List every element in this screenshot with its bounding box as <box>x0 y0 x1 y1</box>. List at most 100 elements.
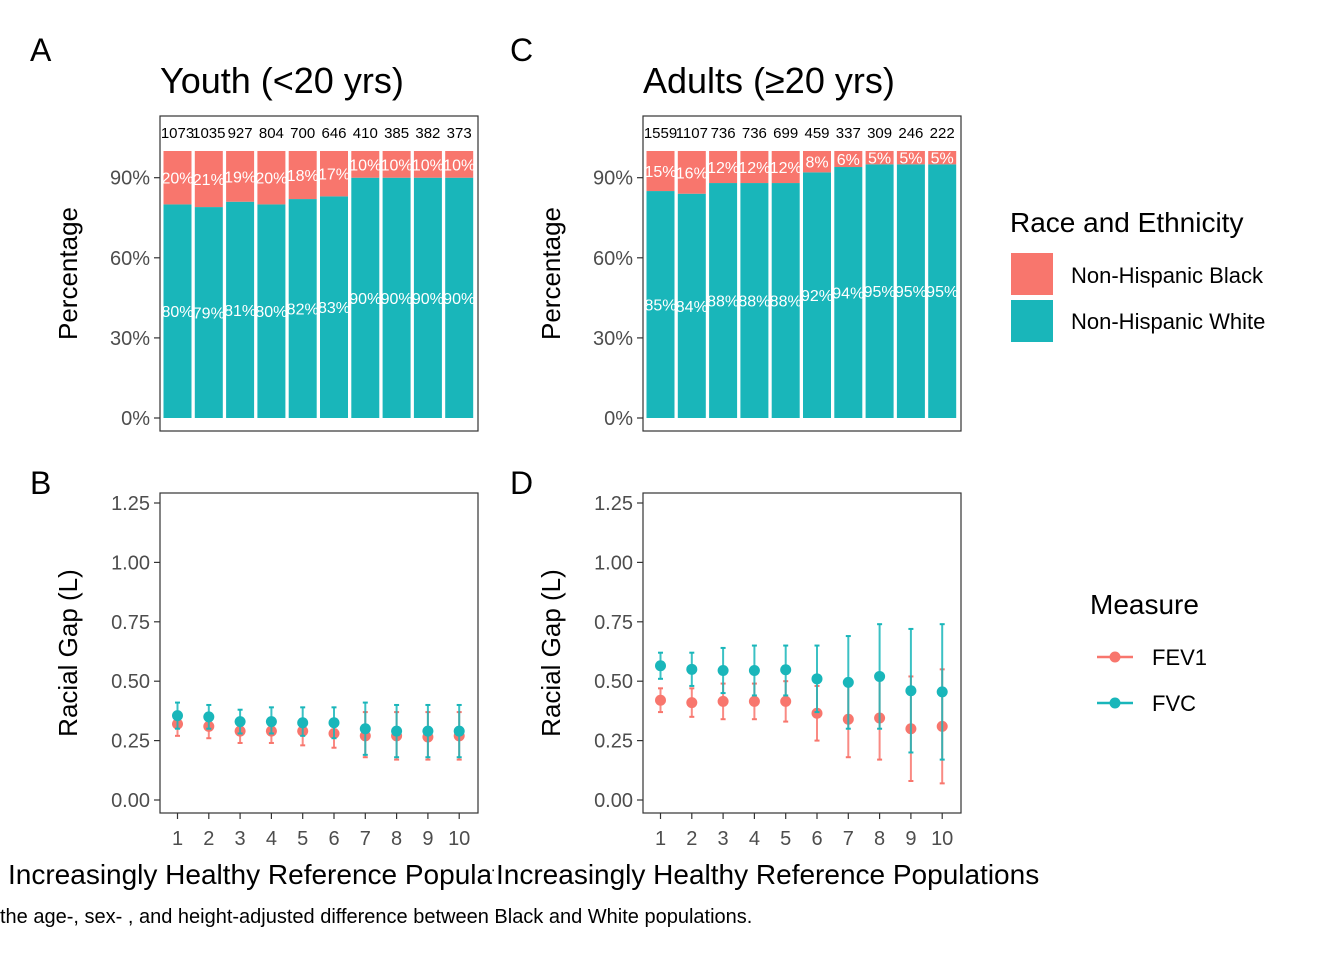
panel-c-bar-count: 1107 <box>676 125 708 142</box>
panel-d-point-fvc <box>780 664 792 676</box>
panel-c-adult-composition: Adults (≥20 yrs) 0% 30% 60% 90% Percentage 85%… <box>536 60 962 432</box>
panel-c-bar-black-label: 12% <box>770 160 802 177</box>
panel-a-bar-count: 700 <box>290 125 315 142</box>
panel-d-y-axis-label: Racial Gap (L) <box>536 569 566 737</box>
panel-b-point-fvc <box>391 725 403 737</box>
legend-race-swatch-black <box>1011 253 1053 295</box>
panel-a-bar-white <box>351 177 380 418</box>
panel-a-bar-black-label: 10% <box>381 157 413 174</box>
panel-d-x-tick-label: 9 <box>905 828 916 850</box>
legend-race: Race and Ethnicity Non-Hispanic Black No… <box>1010 207 1265 342</box>
panel-b-x-tick-label: 9 <box>422 828 433 850</box>
panel-c-bar-black-label: 6% <box>837 152 860 169</box>
panel-d-point-fvc <box>655 660 666 672</box>
panel-c-y-tick-label: 0% <box>604 408 633 430</box>
panel-c-bar-white <box>865 164 894 418</box>
legend-measure: Measure FEV1 FVC <box>1090 589 1207 716</box>
legend-measure-label-fvc: FVC <box>1152 691 1196 716</box>
panel-d-x-tick-label: 7 <box>843 828 854 850</box>
panel-a-bar-white <box>226 201 255 418</box>
panel-d-point-fvc <box>874 670 886 682</box>
panel-c-bar-black <box>928 151 957 165</box>
panel-c-bar-black <box>709 151 738 184</box>
panel-d-adult-racial-gap: 0.00 0.25 0.50 0.75 1.00 1.25 1 2 3 4 5 6 7 8 9 10 Racia… <box>494 492 1042 890</box>
legend-race-label-black: Non-Hispanic Black <box>1071 263 1264 288</box>
panel-a-bar-count: 927 <box>228 125 253 142</box>
panel-a-bar-black <box>413 151 442 178</box>
panel-b-x-tick-label: 7 <box>360 828 371 850</box>
panel-a-bar-black <box>194 151 223 208</box>
panel-c-bar-count: 459 <box>804 125 829 142</box>
panel-d-y-tick-label: 1.00 <box>594 552 633 574</box>
panel-d-x-tick-label: 1 <box>655 828 666 850</box>
panel-b-x-tick-label: 1 <box>172 828 183 850</box>
panel-a-panel-border <box>159 115 479 432</box>
panel-a-bar-black <box>445 151 474 178</box>
panel-b-panel-border <box>159 492 479 814</box>
panel-a-bar-white-label: 83% <box>318 300 350 317</box>
panel-d-y-tick-label: 0.50 <box>594 671 633 693</box>
panel-a-bar-white-label: 90% <box>349 291 381 308</box>
panel-c-bar-count: 699 <box>773 125 798 142</box>
panel-a-bar-white <box>413 177 442 418</box>
panel-d-point-fvc <box>686 663 698 675</box>
panel-c-bar-black-label: 16% <box>676 165 708 182</box>
panel-c-bar-white-label: 95% <box>864 284 896 301</box>
panel-c-bar-black-label: 5% <box>868 151 891 168</box>
panel-b-y-tick-label: 1.00 <box>111 552 150 574</box>
panel-b-x-tick-label: 4 <box>266 828 277 850</box>
panel-a-bar-black-label: 20% <box>255 171 287 188</box>
panel-b-y-tick-label: 0.50 <box>111 671 150 693</box>
panel-c-bar-black <box>740 151 769 184</box>
panel-d-y-tick-label: 0.75 <box>594 612 633 634</box>
panel-d-x-axis-label-background <box>494 859 1042 890</box>
panel-d-point-fev1 <box>748 695 760 707</box>
panel-b-x-tick-label: 2 <box>203 828 214 850</box>
panel-d-point-fev1 <box>780 695 792 707</box>
panel-a-bar-black <box>351 151 380 178</box>
panel-c-bar-count: 222 <box>930 125 955 142</box>
panel-d-point-fvc <box>842 676 854 688</box>
panel-a-bar-count: 804 <box>259 125 284 142</box>
panel-b-x-tick-label: 3 <box>235 828 246 850</box>
panel-c-bar-count: 1559 <box>644 125 677 142</box>
panel-letter-a: A <box>30 32 52 68</box>
panel-a-bar-black-label: 21% <box>193 172 225 189</box>
panel-c-bar-black-label: 8% <box>805 155 828 172</box>
panel-a-bar-white-label: 90% <box>412 291 444 308</box>
panel-b-y-tick-label: 0.00 <box>111 790 150 812</box>
panel-c-y-tick-label: 30% <box>593 328 633 350</box>
panel-a-bar-black <box>288 151 317 200</box>
panel-c-bar-black <box>896 151 925 165</box>
panel-c-bar-white <box>677 193 706 418</box>
panel-b-point-fvc <box>297 717 309 729</box>
panel-a-bar-black-label: 10% <box>443 157 475 174</box>
panel-c-bar-white-label: 94% <box>832 286 864 303</box>
legend-measure-dot-fev1 <box>1109 651 1121 663</box>
legend-race-swatch-white <box>1011 300 1053 342</box>
panel-a-bar-count: 385 <box>384 125 409 142</box>
panel-a-bar-black-label: 18% <box>287 168 319 185</box>
panel-b-y-axis-label: Racial Gap (L) <box>53 569 83 737</box>
panel-a-bar-count: 410 <box>353 125 378 142</box>
panel-d-x-tick-label: 3 <box>718 828 729 850</box>
panel-a-bar-black <box>257 151 286 205</box>
panel-b-x-tick-label: 6 <box>328 828 339 850</box>
panel-a-bar-white <box>194 207 223 418</box>
panel-d-point-fev1 <box>655 694 666 706</box>
panel-d-point-fvc <box>717 665 729 677</box>
panel-b-youth-racial-gap: 0.00 0.25 0.50 0.75 1.00 1.25 1 2 3 4 5 6 7 8 9 10 Racia… <box>8 492 551 890</box>
panel-c-title: Adults (≥20 yrs) <box>643 60 895 101</box>
panel-a-bar-white <box>320 196 348 418</box>
panel-c-bar-black <box>865 151 894 165</box>
panel-a-y-axis-label: Percentage <box>53 207 83 340</box>
panel-a-bar-count: 646 <box>321 125 346 142</box>
panel-b-point-fvc <box>422 725 434 737</box>
panel-c-bar-white <box>896 164 925 418</box>
panel-b-point-fvc <box>172 710 183 722</box>
panel-c-bar-white <box>928 164 957 418</box>
panel-b-point-fvc <box>234 716 246 728</box>
panel-c-bar-count: 309 <box>867 125 892 142</box>
panel-b-point-fvc <box>359 723 371 735</box>
